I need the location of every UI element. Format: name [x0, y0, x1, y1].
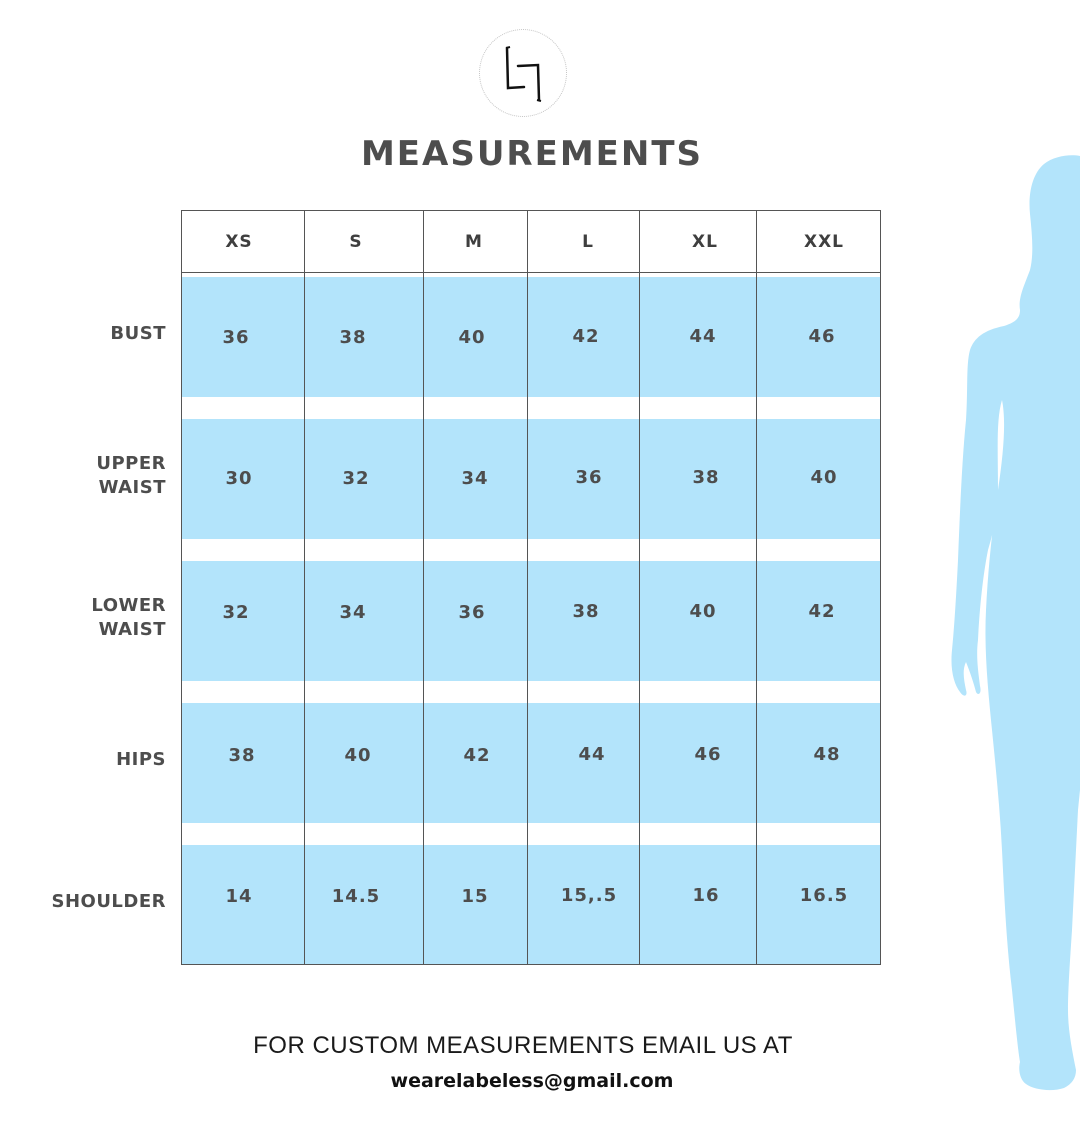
column-divider: [304, 210, 305, 964]
size-header-xxl: XXL: [803, 232, 845, 252]
table-cell: 36: [575, 467, 603, 488]
table-cell: 36: [458, 602, 486, 623]
column-divider: [880, 210, 881, 964]
size-header-m: M: [465, 232, 483, 252]
table-cell: 14.5: [331, 886, 381, 907]
size-header-xl: XL: [692, 232, 718, 252]
table-cell: 34: [339, 602, 367, 623]
row-band-upper-waist: [182, 419, 881, 539]
row-label-line: UPPER: [96, 453, 166, 474]
row-label-hips: HIPS: [6, 748, 166, 772]
table-cell: 40: [344, 745, 372, 766]
table-cell: 14: [225, 886, 253, 907]
row-band-shoulder: [182, 845, 881, 965]
table-cell: 44: [689, 326, 717, 347]
table-cell: 38: [572, 601, 600, 622]
row-label-bust: BUST: [6, 322, 166, 346]
column-divider: [527, 210, 528, 964]
table-cell: 48: [813, 744, 841, 765]
header-divider: [181, 272, 881, 273]
row-band-hips: [182, 703, 881, 823]
size-chart-table: XS S M L XL XXL 36 38 40 42 44 46 30 32 …: [181, 210, 881, 965]
table-cell: 16.5: [799, 885, 849, 906]
row-label-line: LOWER: [91, 595, 166, 616]
custom-measurements-note: FOR CUSTOM MEASUREMENTS EMAIL US AT: [253, 1032, 793, 1059]
table-cell: 36: [222, 327, 250, 348]
table-cell: 42: [463, 745, 491, 766]
table-cell: 40: [810, 467, 838, 488]
row-label-upper-waist: UPPER WAIST: [6, 452, 166, 500]
row-label-shoulder: SHOULDER: [6, 890, 166, 914]
table-bottom-border: [181, 964, 881, 965]
row-band-lower-waist: [182, 561, 881, 681]
table-cell: 42: [572, 326, 600, 347]
table-cell: 40: [458, 327, 486, 348]
table-cell: 38: [228, 745, 256, 766]
row-label-lower-waist: LOWER WAIST: [6, 594, 166, 642]
row-label-line: WAIST: [98, 477, 166, 498]
row-label-line: WAIST: [98, 619, 166, 640]
table-cell: 46: [694, 744, 722, 765]
size-header-s: S: [349, 232, 363, 252]
size-header-l: L: [582, 232, 594, 252]
table-cell: 42: [808, 601, 836, 622]
row-band-bust: [182, 277, 881, 397]
column-divider: [423, 210, 424, 964]
row-label-line: SHOULDER: [51, 891, 166, 912]
size-header-xs: XS: [225, 232, 253, 252]
table-cell: 15,.5: [560, 885, 618, 906]
table-cell: 32: [342, 468, 370, 489]
table-cell: 38: [692, 467, 720, 488]
table-cell: 15: [461, 886, 489, 907]
table-cell: 32: [222, 602, 250, 623]
column-divider: [756, 210, 757, 964]
table-cell: 44: [578, 744, 606, 765]
table-top-border: [181, 210, 881, 211]
page-title: MEASUREMENTS: [360, 134, 704, 174]
column-divider: [181, 210, 182, 964]
table-cell: 16: [692, 885, 720, 906]
column-divider: [639, 210, 640, 964]
contact-email-link[interactable]: wearelabeless@gmail.com: [390, 1070, 674, 1092]
table-cell: 34: [461, 468, 489, 489]
table-cell: 40: [689, 601, 717, 622]
table-cell: 38: [339, 327, 367, 348]
table-cell: 46: [808, 326, 836, 347]
brand-logo-icon: [479, 29, 567, 117]
female-silhouette-icon: [951, 155, 1080, 1091]
table-cell: 30: [225, 468, 253, 489]
row-label-line: BUST: [110, 323, 166, 344]
row-label-line: HIPS: [116, 749, 166, 770]
